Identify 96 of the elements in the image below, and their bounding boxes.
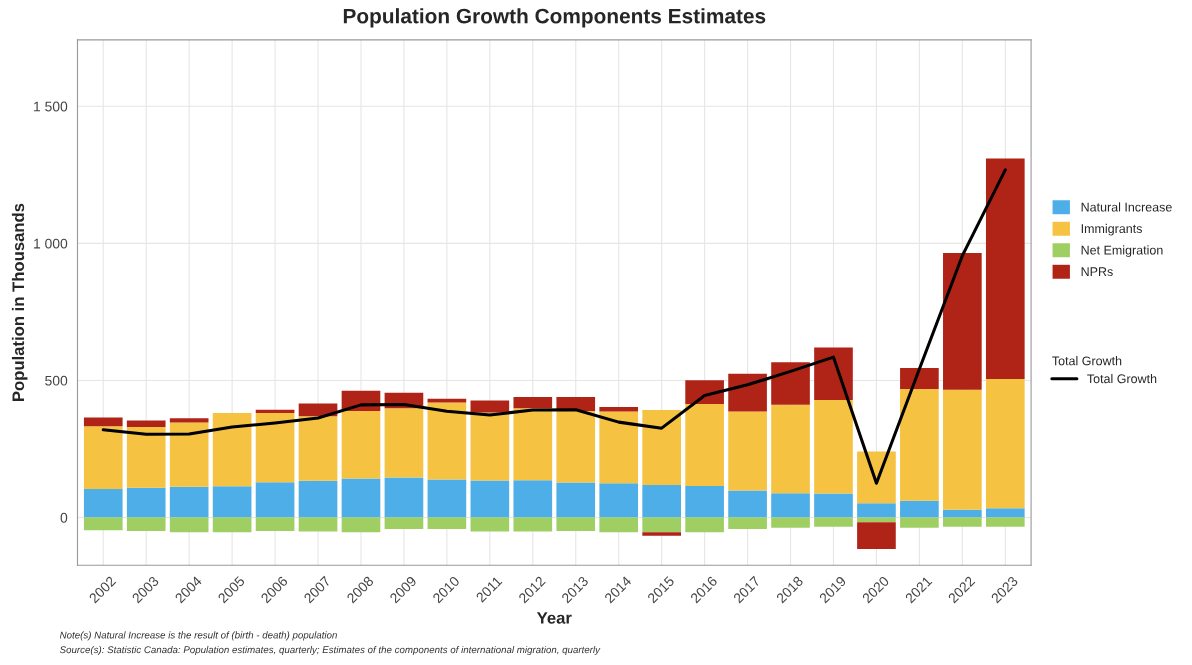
bar xyxy=(599,483,639,518)
bar xyxy=(556,517,596,531)
bar xyxy=(599,517,639,533)
bar xyxy=(169,517,209,533)
bar xyxy=(943,509,982,518)
bar xyxy=(255,413,295,483)
bar xyxy=(642,484,681,518)
legend-label: Natural Increase xyxy=(1081,202,1172,212)
bar xyxy=(513,396,553,409)
bar xyxy=(685,404,724,487)
bar xyxy=(298,416,338,481)
bar xyxy=(814,347,853,400)
bar xyxy=(599,407,639,412)
bar xyxy=(298,403,338,417)
bar xyxy=(470,517,510,532)
y-tick-label: 0 xyxy=(60,512,68,523)
bar xyxy=(126,420,166,428)
bar xyxy=(255,517,295,531)
y-tick-label: 1 000 xyxy=(34,238,68,249)
bar xyxy=(985,517,1025,527)
bar xyxy=(685,486,724,518)
bar xyxy=(556,410,596,483)
y-tick-label: 1 500 xyxy=(34,101,68,112)
bar xyxy=(384,477,424,518)
source-note: Source(s): Statistic Canada: Population estimates, quarterly; Estimates of the components of international migration, quarterly xyxy=(59,645,601,656)
bar xyxy=(427,517,467,530)
bar xyxy=(126,487,166,518)
bar xyxy=(83,489,123,518)
bar xyxy=(943,389,982,510)
bar xyxy=(212,517,252,533)
bar xyxy=(83,417,123,427)
bar xyxy=(341,478,381,518)
bar xyxy=(427,402,467,480)
bar xyxy=(857,503,896,518)
bar xyxy=(771,517,810,528)
bar xyxy=(341,410,381,479)
bar xyxy=(470,400,510,413)
bar xyxy=(771,404,810,494)
chart-title: Population Growth Components Estimates xyxy=(343,8,766,28)
y-tick-label: 500 xyxy=(45,375,68,386)
bar xyxy=(900,388,939,501)
bar xyxy=(985,379,1025,509)
bar xyxy=(642,517,681,533)
bar xyxy=(985,158,1025,380)
legend-label: NPRs xyxy=(1081,267,1113,277)
legend-label: Total Growth xyxy=(1087,374,1157,384)
bar xyxy=(771,362,810,405)
bar xyxy=(943,252,982,390)
bar xyxy=(642,532,681,536)
bar xyxy=(513,517,553,532)
bar xyxy=(126,517,166,531)
x-axis-title: Year xyxy=(536,612,572,624)
bar xyxy=(943,517,982,527)
bar xyxy=(255,409,295,414)
bar xyxy=(169,418,209,423)
bar xyxy=(814,517,853,527)
bar xyxy=(728,490,767,518)
bar xyxy=(427,479,467,518)
bar xyxy=(126,427,166,488)
legend-label: Net Emigration xyxy=(1081,245,1163,257)
bar xyxy=(728,517,767,530)
bar xyxy=(384,408,424,478)
line-series xyxy=(101,168,1007,485)
bar xyxy=(298,480,338,518)
text: Note(s) Natural Increase is the result of (birth - death) population xyxy=(59,631,337,641)
bar xyxy=(771,493,810,518)
bar xyxy=(985,508,1025,518)
bar xyxy=(642,410,681,485)
bar xyxy=(814,399,853,494)
bar xyxy=(212,413,252,487)
bar xyxy=(900,368,939,389)
bar xyxy=(255,482,295,518)
bar xyxy=(728,373,767,412)
bar xyxy=(470,412,510,481)
bar xyxy=(728,411,767,491)
bar xyxy=(169,486,209,518)
bar xyxy=(470,480,510,518)
bar xyxy=(685,517,724,533)
bar xyxy=(599,411,639,484)
y-axis-title: Population in Thousands xyxy=(11,203,28,401)
bar xyxy=(83,426,123,490)
bar xyxy=(900,517,939,528)
bar xyxy=(83,517,123,531)
bar xyxy=(900,500,939,518)
bar xyxy=(169,422,209,487)
bar xyxy=(513,480,553,518)
bar xyxy=(298,517,338,532)
bar xyxy=(341,517,381,533)
bar xyxy=(857,522,896,550)
legend-title: Total Growth xyxy=(1052,356,1122,366)
bar xyxy=(384,517,424,530)
bar xyxy=(556,482,596,518)
bar xyxy=(814,493,853,518)
legend-label: Immigrants xyxy=(1081,223,1142,236)
bar xyxy=(212,486,252,518)
bar xyxy=(513,408,553,481)
